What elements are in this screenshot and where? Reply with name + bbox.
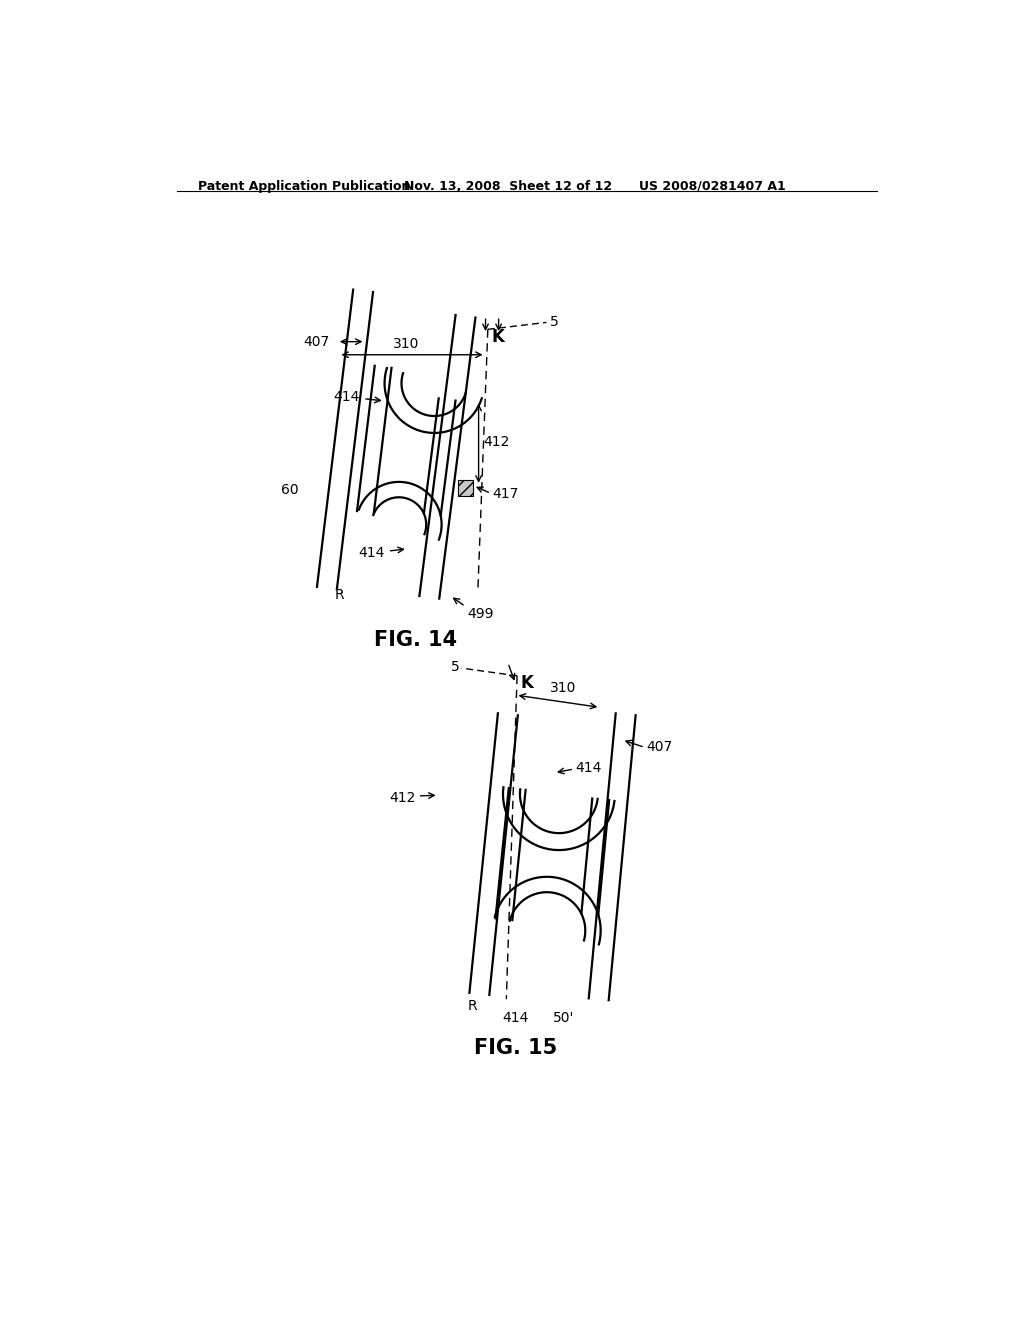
Text: 407: 407 (646, 741, 673, 755)
Text: FIG. 14: FIG. 14 (374, 630, 457, 649)
Text: 5: 5 (550, 314, 558, 329)
Bar (458, 480, 473, 496)
Text: R: R (467, 999, 477, 1014)
Text: 412: 412 (389, 791, 416, 804)
Text: 5: 5 (451, 660, 460, 675)
Text: 417: 417 (493, 487, 519, 502)
Text: K: K (520, 675, 534, 692)
Text: 414: 414 (358, 545, 385, 560)
Text: 310: 310 (393, 337, 420, 351)
Text: 50': 50' (553, 1011, 573, 1024)
Text: R: R (335, 589, 345, 602)
Text: 499: 499 (467, 607, 494, 622)
Text: 60: 60 (281, 483, 298, 496)
Text: 414: 414 (503, 1011, 528, 1024)
Text: Nov. 13, 2008  Sheet 12 of 12: Nov. 13, 2008 Sheet 12 of 12 (403, 180, 612, 193)
Text: 310: 310 (550, 681, 577, 696)
Text: Patent Application Publication: Patent Application Publication (199, 180, 411, 193)
Text: 412: 412 (483, 434, 510, 449)
Text: US 2008/0281407 A1: US 2008/0281407 A1 (639, 180, 785, 193)
Text: 407: 407 (303, 335, 330, 348)
Text: 414: 414 (575, 762, 602, 775)
Text: 414: 414 (334, 391, 360, 404)
Text: FIG. 15: FIG. 15 (474, 1038, 557, 1057)
Text: K: K (492, 327, 505, 346)
